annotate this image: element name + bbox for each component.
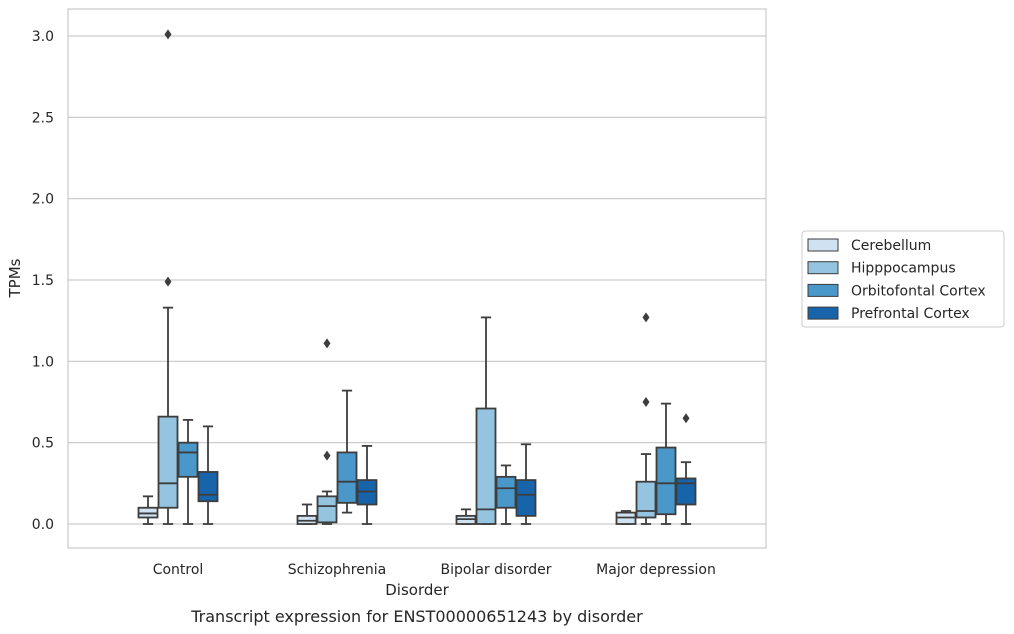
y-tick-label: 3.0 [32,29,54,45]
box-hipppocampus-bipolar-disorder [475,316,497,525]
y-tick-label: 1.5 [32,273,54,289]
legend-label: Prefrontal Cortex [851,306,970,322]
legend-swatch [807,283,839,297]
legend-label: Cerebellum [851,238,931,254]
legend-frame [801,230,1005,328]
y-tick-label: 2.5 [32,110,54,126]
y-tick-label: 2.0 [32,192,54,208]
box-cerebellum-bipolar-disorder [455,508,477,525]
x-tick-label: Bipolar disorder [440,562,551,578]
box-hipppocampus-major-depression [635,312,657,525]
box-orbitofontal-cortex-schizophrenia [336,389,358,514]
box-prefrontal-cortex-bipolar-disorder [515,443,537,525]
box-orbitofontal-cortex-control [177,418,199,525]
box-cerebellum-major-depression [615,510,637,525]
legend-entry: Hipppocampus [807,261,956,277]
box-series-layer [137,29,697,525]
x-tick-label: Schizophrenia [288,562,386,578]
legend: Cerebellum Hipppocampus Orbitofontal Corte… [801,230,1005,328]
box-hipppocampus-schizophrenia [316,338,338,525]
y-axis-title: TPMs [6,258,24,298]
outlier-point [682,413,690,424]
outlier-point [164,276,172,287]
box-prefrontal-cortex-control [197,425,219,525]
outlier-point [642,312,650,323]
box-orbitofontal-cortex-major-depression [655,402,677,525]
outlier-point [642,396,650,407]
box-prefrontal-cortex-schizophrenia [356,445,378,525]
x-tick-label: Major depression [596,562,716,578]
legend-entry: Cerebellum [807,238,931,254]
box-iqr [197,471,219,503]
box-iqr [495,475,517,509]
outlier-point [323,450,331,461]
legend-swatch [807,261,839,275]
box-cerebellum-control [137,495,159,525]
box-orbitofontal-cortex-bipolar-disorder [495,464,517,525]
y-tick-label: 0.0 [32,517,54,533]
legend-swatch [807,238,839,252]
outlier-point [164,29,172,40]
legend-swatch [807,306,839,320]
box-cerebellum-schizophrenia [296,503,318,525]
box-iqr [675,477,697,506]
y-tick-label: 1.0 [32,354,54,370]
box-iqr [655,446,677,516]
box-iqr [515,479,537,517]
box-iqr [177,441,199,478]
box-prefrontal-cortex-major-depression [675,413,697,525]
chart-caption: Transcript expression for ENST0000065124… [190,607,643,626]
legend-entry: Prefrontal Cortex [807,306,970,322]
box-hipppocampus-control [157,29,179,525]
y-axis-ticks: 0.0 0.5 1.0 1.5 2.0 2.5 3.0 [32,29,54,533]
x-axis-ticks: Control Schizophrenia Bipolar disorder Majo… [153,562,716,578]
box-iqr [336,451,358,504]
box-iqr [157,415,179,509]
legend-label: Hipppocampus [851,261,956,277]
box-iqr [475,407,497,525]
outlier-point [323,338,331,349]
legend-entry: Orbitofontal Cortex [807,283,986,299]
box-iqr [635,480,657,519]
x-axis-title: Disorder [385,581,449,599]
plot-area-frame [67,8,767,549]
x-tick-label: Control [153,562,204,578]
legend-label: Orbitofontal Cortex [851,283,986,299]
y-tick-label: 0.5 [32,436,54,452]
box-iqr [316,495,338,524]
